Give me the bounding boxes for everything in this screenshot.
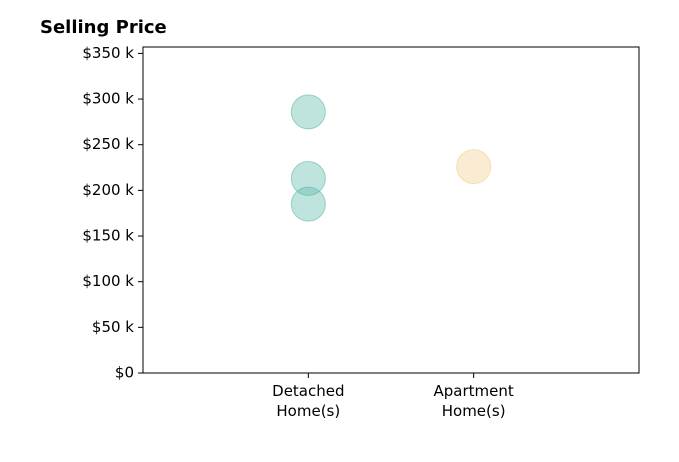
point [290, 186, 326, 222]
y-tick-label: $300 k [82, 90, 134, 108]
y-tick-label: $100 k [82, 272, 134, 290]
point [290, 94, 326, 130]
chart-title: Selling Price [40, 17, 167, 38]
y-tick-label: $200 k [82, 181, 134, 199]
x-tick-label: Detached Home(s) [272, 382, 345, 420]
x-tick-label: Apartment Home(s) [433, 382, 514, 420]
y-tick-label: $0 [115, 364, 134, 382]
y-tick-label: $250 k [82, 135, 134, 153]
y-tick-label: $150 k [82, 227, 134, 245]
y-tick-label: $50 k [92, 318, 134, 336]
y-tick-label: $350 k [82, 44, 134, 62]
point [290, 160, 326, 196]
point [456, 149, 492, 185]
plot-frame [142, 46, 640, 374]
